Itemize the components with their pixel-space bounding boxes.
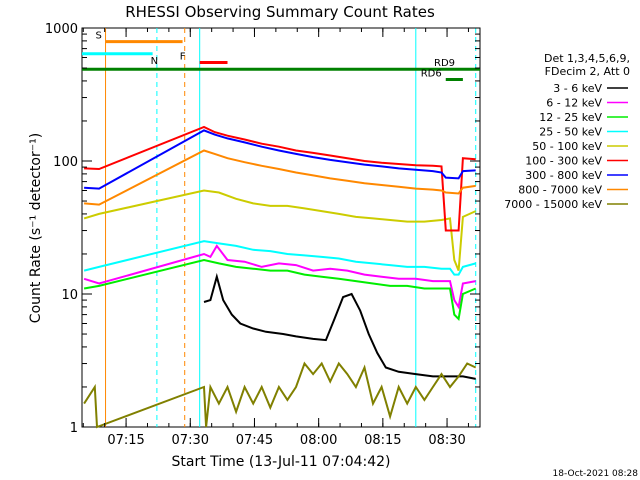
legend-header-1: FDecim 2, Att 0 — [545, 65, 630, 78]
x-tick-label-3: 08:00 — [300, 433, 337, 448]
legend-label-6: 300 - 800 keV — [525, 169, 602, 182]
series-line-6 — [84, 129, 476, 190]
state-bar-label-1: N — [151, 56, 158, 67]
legend-label-2: 12 - 25 keV — [539, 111, 602, 124]
plot-frame — [81, 27, 481, 428]
y-axis-label: Count Rate (s⁻¹ detector⁻¹) — [28, 133, 44, 323]
state-bar-label-2: F — [180, 52, 186, 63]
series-line-8 — [83, 361, 477, 429]
x-axis-ticks: 07:15 07:30 07:45 08:00 08:15 08:30 — [82, 28, 469, 448]
series-line-3 — [83, 240, 476, 276]
state-bar-label-0: S — [96, 31, 102, 42]
x-tick-label-1: 07:30 — [172, 433, 209, 448]
legend-label-0: 3 - 6 keV — [553, 82, 602, 95]
state-bar-label-3: RD9 — [434, 58, 455, 69]
series-line-2 — [83, 258, 477, 321]
x-axis-label: Start Time (13-Jul-11 07:04:42) — [171, 454, 390, 470]
legend-header-0: Det 1,3,4,5,6,9, — [544, 52, 630, 65]
y-tick-label-2: 100 — [53, 155, 78, 170]
series-line-4 — [83, 189, 477, 271]
y-tick-label-3: 1000 — [45, 22, 78, 37]
x-tick-label-2: 07:45 — [236, 433, 273, 448]
legend-label-5: 100 - 300 keV — [525, 155, 602, 168]
series-line-0 — [203, 272, 476, 380]
y-axis-ticks: 1 10 100 1000 — [45, 22, 480, 436]
state-bar-label-4: RD6 — [421, 68, 442, 79]
x-tick-label-0: 07:15 — [107, 433, 144, 448]
legend-label-3: 25 - 50 keV — [539, 126, 602, 139]
vertical-markers — [105, 28, 477, 427]
x-tick-label-4: 08:15 — [364, 433, 401, 448]
y-tick-label-1: 10 — [61, 288, 78, 303]
timestamp: 18-Oct-2021 08:28 — [553, 469, 639, 479]
chart-title: RHESSI Observing Summary Count Rates — [125, 3, 435, 21]
series-line-7 — [84, 149, 476, 206]
series-line-5 — [84, 125, 476, 232]
legend-label-4: 50 - 100 keV — [532, 140, 602, 153]
y-tick-label-0: 1 — [70, 421, 78, 436]
legend: Det 1,3,4,5,6,9,FDecim 2, Att 0 3 - 6 keV… — [504, 52, 630, 211]
series-lines — [83, 125, 477, 429]
legend-label-1: 6 - 12 keV — [546, 97, 602, 110]
series-line-1 — [83, 244, 476, 310]
x-tick-label-5: 08:30 — [428, 433, 465, 448]
legend-label-8: 7000 - 15000 keV — [504, 198, 602, 211]
legend-label-7: 800 - 7000 keV — [518, 184, 602, 197]
